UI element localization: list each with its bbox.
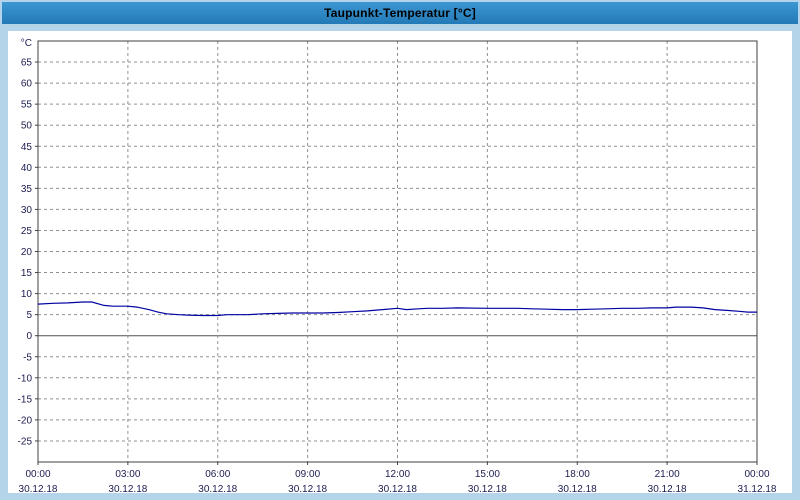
x-tick-date: 30.12.18: [108, 484, 147, 493]
dew-point-temperature-chart: 65605550454035302520151050-5-10-15-20-25…: [18, 38, 777, 493]
window-titlebar[interactable]: Taupunkt-Temperatur [°C]: [2, 2, 798, 24]
svg-text:35: 35: [21, 184, 33, 195]
svg-text:15: 15: [21, 268, 33, 279]
x-tick-time: 03:00: [115, 469, 140, 480]
svg-text:45: 45: [21, 142, 33, 153]
svg-text:-5: -5: [23, 352, 32, 363]
x-tick-date: 31.12.18: [738, 484, 777, 493]
x-tick-time: 15:00: [475, 469, 500, 480]
svg-text:-25: -25: [18, 436, 33, 447]
series-line-taupunkt-temperatur: [37, 301, 757, 317]
y-axis-unit-label: °C: [21, 38, 32, 49]
svg-text:-20: -20: [18, 415, 33, 426]
svg-text:55: 55: [21, 100, 33, 111]
svg-text:20: 20: [21, 247, 33, 258]
svg-text:25: 25: [21, 226, 33, 237]
x-tick-date: 30.12.18: [198, 484, 237, 493]
x-tick-time: 00:00: [744, 469, 769, 480]
svg-text:50: 50: [21, 121, 33, 132]
chart-area: 65 60 55 50 45 40 35 30 25 20 15 10 5 0 -5 -10 -15 -20 -25…: [8, 31, 792, 493]
svg-text:30: 30: [21, 205, 33, 216]
x-tick-time: 21:00: [655, 469, 680, 480]
x-tick-time: 12:00: [385, 469, 410, 480]
svg-text:-15: -15: [18, 394, 33, 405]
x-axis-labels: 00:00 30.12.18 03:00 30.12.18 06:00 30.12.18 0…: [19, 469, 777, 493]
x-tick-date: 30.12.18: [288, 484, 327, 493]
x-tick-date: 30.12.18: [558, 484, 597, 493]
svg-text:0: 0: [26, 331, 32, 342]
svg-text:5: 5: [26, 310, 32, 321]
x-tick-date: 30.12.18: [648, 484, 687, 493]
svg-text:65: 65: [21, 58, 33, 69]
window-title: Taupunkt-Temperatur [°C]: [324, 6, 476, 20]
axis-ticks: [35, 61, 758, 465]
x-tick-time: 18:00: [565, 469, 590, 480]
svg-text:10: 10: [21, 289, 33, 300]
x-tick-time: 09:00: [295, 469, 320, 480]
x-tick-time: 00:00: [25, 469, 50, 480]
x-tick-time: 06:00: [205, 469, 230, 480]
svg-text:40: 40: [21, 163, 33, 174]
x-tick-date: 30.12.18: [468, 484, 507, 493]
gridlines: [38, 41, 757, 462]
x-tick-date: 30.12.18: [378, 484, 417, 493]
svg-text:-10: -10: [18, 373, 33, 384]
svg-text:60: 60: [21, 79, 33, 90]
x-tick-date: 30.12.18: [19, 484, 58, 493]
